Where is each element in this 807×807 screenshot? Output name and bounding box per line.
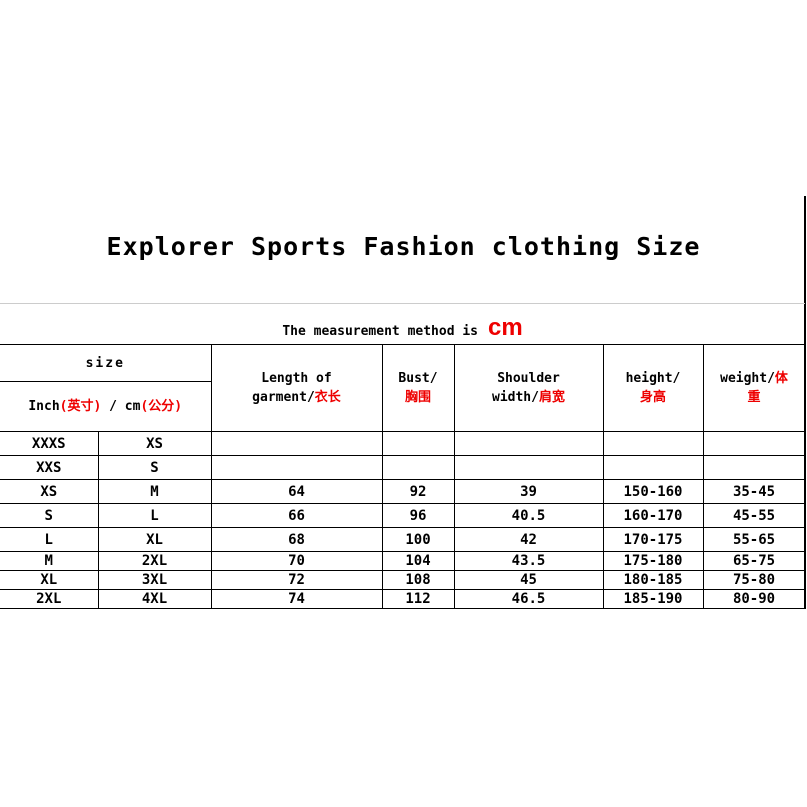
bust-header: Bust/胸围 xyxy=(381,344,455,432)
weight-header: weight/体重 xyxy=(702,344,806,432)
shoulder-cell xyxy=(453,431,604,456)
length-cell: 66 xyxy=(210,503,383,528)
page-title: Explorer Sports Fashion clothing Size xyxy=(106,232,701,261)
cm-size-cell: S xyxy=(97,455,212,480)
shoulder-cell: 45 xyxy=(453,570,604,590)
bust-cell: 112 xyxy=(381,589,455,609)
inch-size-cell: XL xyxy=(0,570,99,590)
cm-size-cell: 4XL xyxy=(97,589,212,609)
weight-cell: 55-65 xyxy=(702,527,806,552)
height-cell: 180-185 xyxy=(602,570,704,590)
measurement-method-row: The measurement method is cm xyxy=(0,304,806,345)
weight-cell: 75-80 xyxy=(702,570,806,590)
cm-size-cell: M xyxy=(97,479,212,504)
cm-size-cell: 2XL xyxy=(97,551,212,571)
inch-size-cell: 2XL xyxy=(0,589,99,609)
cm-size-cell: L xyxy=(97,503,212,528)
length-cell: 72 xyxy=(210,570,383,590)
shoulder-cell xyxy=(453,455,604,480)
bust-cell: 104 xyxy=(381,551,455,571)
inch-size-cell: XXXS xyxy=(0,431,99,456)
method-label: The measurement method is xyxy=(282,324,479,339)
length-cell: 68 xyxy=(210,527,383,552)
table-row: XL 3XL 72 108 45 180-185 75-80 xyxy=(0,570,806,590)
divider xyxy=(0,303,805,304)
inch-size-cell: XXS xyxy=(0,455,99,480)
weight-cell: 80-90 xyxy=(702,589,806,609)
inch-size-cell: S xyxy=(0,503,99,528)
bust-cell xyxy=(381,455,455,480)
inch-size-cell: XS xyxy=(0,479,99,504)
table-row: S L 66 96 40.5 160-170 45-55 xyxy=(0,503,806,528)
bust-cell xyxy=(381,431,455,456)
weight-cell xyxy=(702,455,806,480)
shoulder-cell: 43.5 xyxy=(453,551,604,571)
bust-cell: 96 xyxy=(381,503,455,528)
weight-cell: 45-55 xyxy=(702,503,806,528)
size-header: size xyxy=(0,344,212,382)
height-cell: 185-190 xyxy=(602,589,704,609)
height-cell: 160-170 xyxy=(602,503,704,528)
table-row: XXXS XS xyxy=(0,431,806,456)
shoulder-cell: 39 xyxy=(453,479,604,504)
height-cell xyxy=(602,431,704,456)
weight-cell: 35-45 xyxy=(702,479,806,504)
cm-size-cell: 3XL xyxy=(97,570,212,590)
header-subrow: Inch(英寸) / cm(公分) xyxy=(0,381,805,432)
height-cell: 175-180 xyxy=(602,551,704,571)
inch-size-cell: M xyxy=(0,551,99,571)
table-row: M 2XL 70 104 43.5 175-180 65-75 xyxy=(0,551,806,571)
length-cell xyxy=(210,431,383,456)
weight-cell xyxy=(702,431,806,456)
shoulder-header: Shoulder width/肩宽 xyxy=(453,344,604,432)
bust-cell: 100 xyxy=(381,527,455,552)
header-row: size Length of garment/衣长 Bust/胸围 Shoulde… xyxy=(0,344,806,432)
inch-size-cell: L xyxy=(0,527,99,552)
length-header: Length of garment/衣长 xyxy=(210,344,383,432)
table-row: 2XL 4XL 74 112 46.5 185-190 80-90 xyxy=(0,589,806,609)
size-chart-table: The measurement method is cm size Length … xyxy=(0,304,806,609)
bust-cell: 108 xyxy=(381,570,455,590)
height-cell xyxy=(602,455,704,480)
shoulder-cell: 40.5 xyxy=(453,503,604,528)
cm-size-cell: XL xyxy=(97,527,212,552)
length-cell: 74 xyxy=(210,589,383,609)
table-row: L XL 68 100 42 170-175 55-65 xyxy=(0,527,806,552)
height-cell: 150-160 xyxy=(602,479,704,504)
length-cell: 70 xyxy=(210,551,383,571)
table-row: XS M 64 92 39 150-160 35-45 xyxy=(0,479,806,504)
cm-size-cell: XS xyxy=(97,431,212,456)
height-header: height/身高 xyxy=(602,344,704,432)
height-cell: 170-175 xyxy=(602,527,704,552)
weight-cell: 65-75 xyxy=(702,551,806,571)
shoulder-cell: 42 xyxy=(453,527,604,552)
length-cell: 64 xyxy=(210,479,383,504)
method-unit: cm xyxy=(488,314,523,341)
length-cell xyxy=(210,455,383,480)
bust-cell: 92 xyxy=(381,479,455,504)
table-row: XXS S xyxy=(0,455,806,480)
shoulder-cell: 46.5 xyxy=(453,589,604,609)
unit-header: Inch(英寸) / cm(公分) xyxy=(0,381,212,432)
